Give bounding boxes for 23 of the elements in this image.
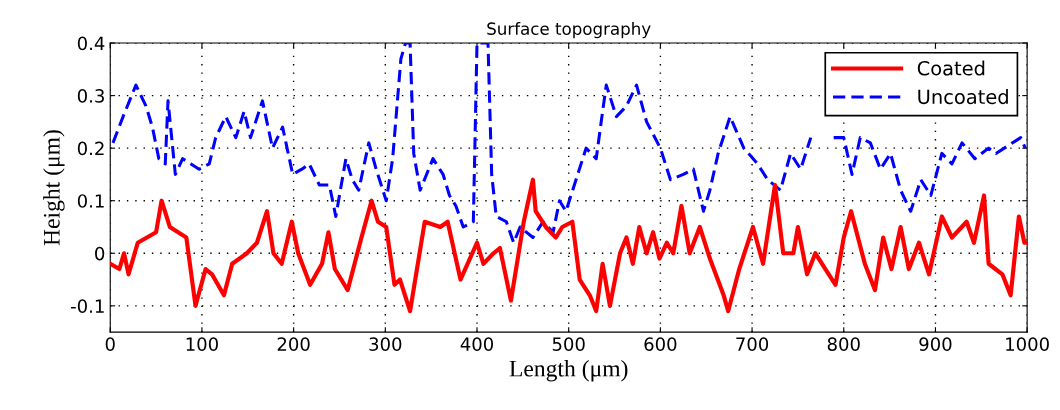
x-tick-label: 400 <box>460 337 494 351</box>
y-tick-label: 0.2 <box>77 141 104 156</box>
legend-label: Coated <box>917 60 985 76</box>
x-tick-label: 800 <box>827 337 860 351</box>
y-tick-label: 0 <box>95 246 105 261</box>
y-tick-label: 0.3 <box>77 89 104 103</box>
x-tick-label: 700 <box>736 337 769 351</box>
x-tick-label: 600 <box>644 337 677 351</box>
chart-title: Surface topography <box>487 22 651 39</box>
x-tick-label: 300 <box>369 337 402 351</box>
x-tick-label: 0 <box>105 337 115 351</box>
x-tick-label: 1000 <box>1006 337 1049 351</box>
x-tick-label: 100 <box>186 337 218 351</box>
y-tick-label: -0.1 <box>71 299 104 313</box>
y-tick-label: 0.1 <box>77 194 104 208</box>
legend-label: Uncoated <box>918 89 1008 105</box>
x-tick-label: 500 <box>552 337 585 351</box>
line-series <box>110 177 1028 314</box>
y-tick-label: 0.4 <box>77 36 105 51</box>
x-axis-title: Length (μm) <box>509 359 628 382</box>
y-axis-title: Height (μm) <box>43 130 65 246</box>
x-tick-label: 200 <box>277 337 310 351</box>
x-tick-label: 900 <box>919 337 952 351</box>
